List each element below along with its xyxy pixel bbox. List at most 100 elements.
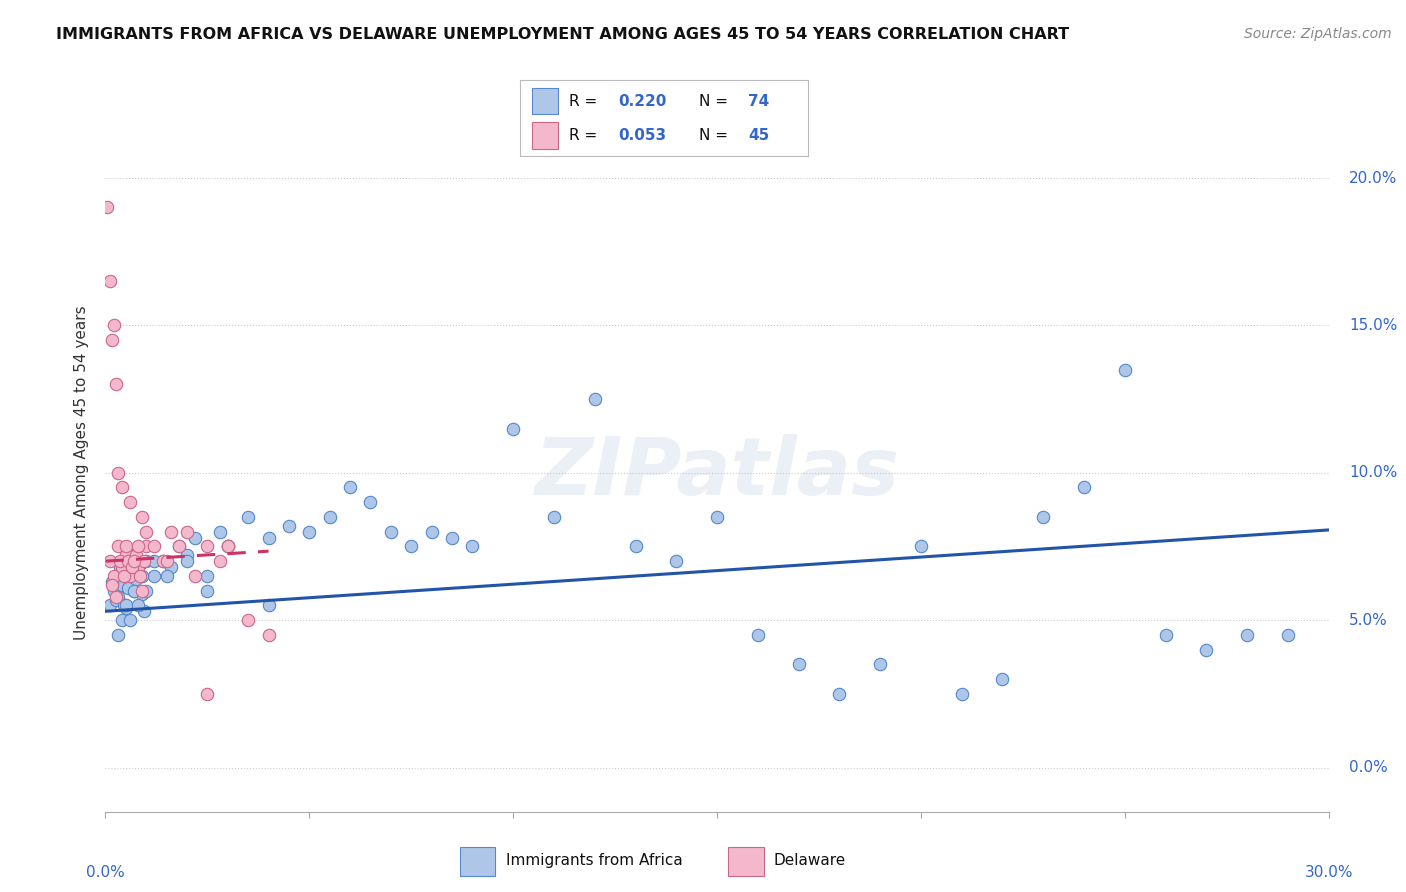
Bar xyxy=(460,847,495,876)
Delaware xyxy=(159,524,181,539)
Text: Delaware: Delaware xyxy=(773,854,846,868)
Immigrants from Africa xyxy=(257,599,280,613)
Immigrants from Africa xyxy=(155,569,177,583)
Immigrants from Africa xyxy=(117,581,139,595)
Text: 20.0%: 20.0% xyxy=(1348,170,1398,186)
Immigrants from Africa xyxy=(359,495,381,509)
Immigrants from Africa xyxy=(583,392,606,406)
Immigrants from Africa xyxy=(135,583,157,598)
Delaware xyxy=(195,540,219,554)
Bar xyxy=(531,88,558,114)
Immigrants from Africa xyxy=(143,554,166,568)
Text: 74: 74 xyxy=(748,94,769,109)
Immigrants from Africa xyxy=(1236,628,1258,642)
Text: R =: R = xyxy=(569,94,602,109)
Delaware xyxy=(257,628,280,642)
Immigrants from Africa xyxy=(399,540,422,554)
Delaware xyxy=(127,540,149,554)
Immigrants from Africa xyxy=(217,540,239,554)
Immigrants from Africa xyxy=(100,574,122,589)
Delaware xyxy=(127,560,149,574)
Immigrants from Africa xyxy=(278,518,301,533)
Immigrants from Africa xyxy=(440,531,463,545)
Delaware xyxy=(122,554,145,568)
Immigrants from Africa xyxy=(121,549,143,563)
Immigrants from Africa xyxy=(111,613,134,627)
Delaware xyxy=(111,560,134,574)
Delaware xyxy=(135,524,157,539)
Delaware xyxy=(131,510,153,524)
Delaware xyxy=(107,466,129,480)
Immigrants from Africa xyxy=(217,540,239,554)
Immigrants from Africa xyxy=(420,524,443,539)
Delaware xyxy=(98,554,121,568)
Immigrants from Africa xyxy=(1277,628,1299,642)
Immigrants from Africa xyxy=(131,586,153,600)
Immigrants from Africa xyxy=(236,510,259,524)
Immigrants from Africa xyxy=(1114,362,1136,376)
Immigrants from Africa xyxy=(98,599,121,613)
Delaware xyxy=(131,583,153,598)
Text: 10.0%: 10.0% xyxy=(1348,466,1398,480)
Immigrants from Africa xyxy=(115,599,138,613)
Text: N =: N = xyxy=(699,128,733,143)
Delaware xyxy=(134,554,156,568)
Delaware xyxy=(98,274,121,288)
Immigrants from Africa xyxy=(118,569,141,583)
Immigrants from Africa xyxy=(195,583,219,598)
Immigrants from Africa xyxy=(122,583,145,598)
Immigrants from Africa xyxy=(1032,510,1054,524)
Delaware xyxy=(155,554,177,568)
Immigrants from Africa xyxy=(159,560,181,574)
Delaware xyxy=(115,549,138,563)
Text: R =: R = xyxy=(569,128,602,143)
Immigrants from Africa xyxy=(828,687,851,701)
Text: 15.0%: 15.0% xyxy=(1348,318,1398,333)
Text: 0.0%: 0.0% xyxy=(1348,760,1388,775)
Text: 0.053: 0.053 xyxy=(619,128,666,143)
Delaware xyxy=(217,540,239,554)
Immigrants from Africa xyxy=(184,531,207,545)
Delaware xyxy=(167,540,190,554)
Delaware xyxy=(96,201,118,215)
Text: 30.0%: 30.0% xyxy=(1305,864,1353,880)
Delaware xyxy=(122,554,145,568)
Immigrants from Africa xyxy=(747,628,769,642)
Delaware xyxy=(104,590,127,604)
Text: 45: 45 xyxy=(748,128,769,143)
Delaware xyxy=(135,540,157,554)
Y-axis label: Unemployment Among Ages 45 to 54 years: Unemployment Among Ages 45 to 54 years xyxy=(75,305,90,640)
Immigrants from Africa xyxy=(127,599,149,613)
Immigrants from Africa xyxy=(339,481,361,495)
Bar xyxy=(728,847,763,876)
Immigrants from Africa xyxy=(129,557,152,571)
Delaware xyxy=(104,377,127,392)
Immigrants from Africa xyxy=(127,560,149,574)
Immigrants from Africa xyxy=(107,628,129,642)
Delaware xyxy=(129,569,152,583)
Immigrants from Africa xyxy=(108,560,131,574)
Text: Immigrants from Africa: Immigrants from Africa xyxy=(506,854,682,868)
Delaware xyxy=(184,569,207,583)
Immigrants from Africa xyxy=(152,554,174,568)
Immigrants from Africa xyxy=(318,510,342,524)
Text: ZIPatlas: ZIPatlas xyxy=(534,434,900,512)
Immigrants from Africa xyxy=(298,524,321,539)
Immigrants from Africa xyxy=(176,549,198,563)
Immigrants from Africa xyxy=(104,592,127,607)
Text: Source: ZipAtlas.com: Source: ZipAtlas.com xyxy=(1244,27,1392,41)
Immigrants from Africa xyxy=(115,601,138,615)
Immigrants from Africa xyxy=(950,687,973,701)
Immigrants from Africa xyxy=(112,599,135,613)
Immigrants from Africa xyxy=(543,510,565,524)
Immigrants from Africa xyxy=(380,524,402,539)
Delaware xyxy=(118,569,141,583)
Delaware xyxy=(103,318,125,333)
Delaware xyxy=(118,495,141,509)
Immigrants from Africa xyxy=(134,604,156,618)
Text: 0.220: 0.220 xyxy=(619,94,666,109)
Immigrants from Africa xyxy=(135,554,157,568)
Immigrants from Africa xyxy=(125,572,148,586)
Delaware xyxy=(112,569,135,583)
Delaware xyxy=(111,481,134,495)
